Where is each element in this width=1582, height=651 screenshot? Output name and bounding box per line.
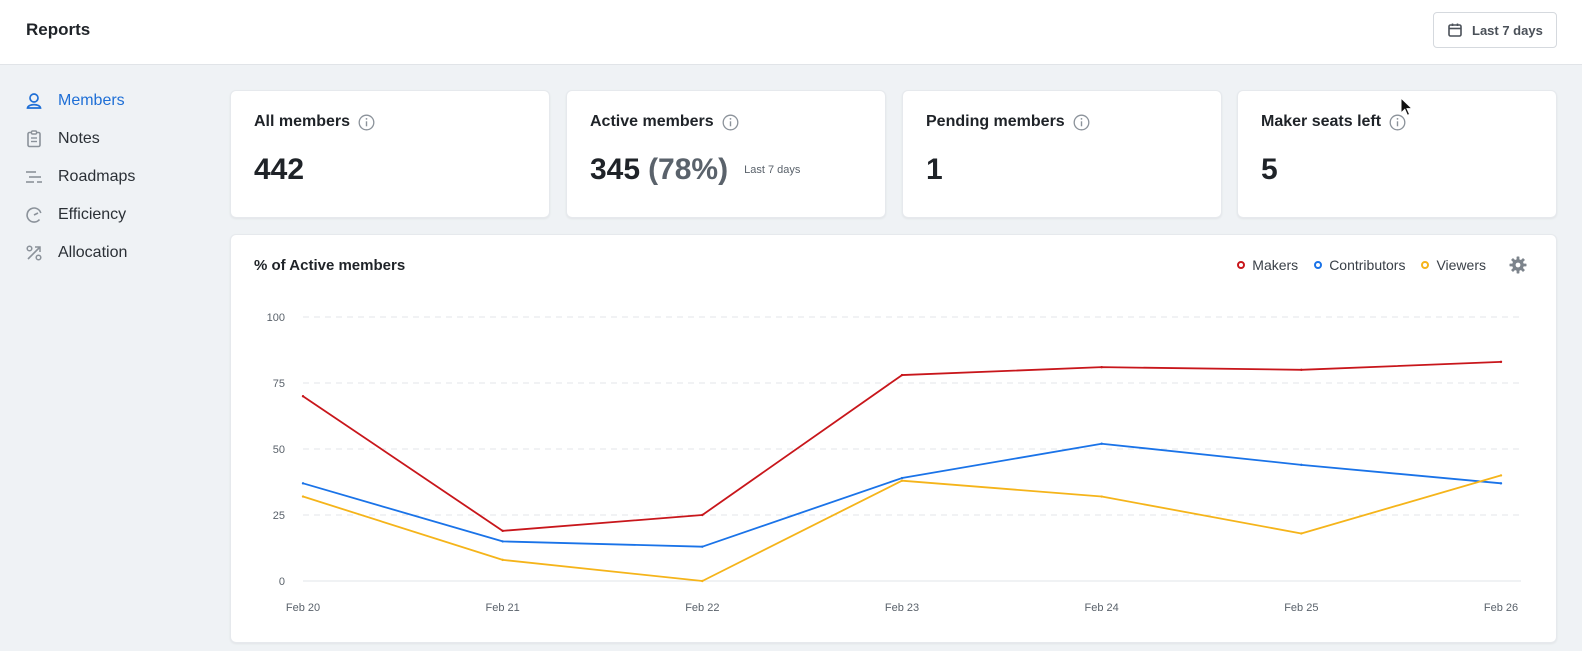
legend-item-contributors[interactable]: Contributors xyxy=(1314,257,1405,273)
sidebar-item-label: Efficiency xyxy=(58,206,127,223)
sidebar-item-roadmaps[interactable]: Roadmaps xyxy=(24,164,214,190)
legend-swatch xyxy=(1314,261,1323,269)
calendar-icon xyxy=(1447,22,1463,38)
stat-value: 442 xyxy=(254,153,305,186)
y-tick-label: 50 xyxy=(273,444,285,456)
top-bar: Reports Last 7 days xyxy=(0,0,1582,65)
data-point xyxy=(1100,365,1103,369)
data-point xyxy=(900,373,904,377)
allocation-icon xyxy=(24,243,44,263)
x-tick-label: Feb 21 xyxy=(486,602,520,614)
data-point xyxy=(301,395,305,398)
legend-item-viewers[interactable]: Viewers xyxy=(1421,257,1486,273)
sidebar-item-label: Allocation xyxy=(58,244,128,261)
x-tick-label: Feb 20 xyxy=(286,602,320,614)
x-tick-label: Feb 26 xyxy=(1484,602,1518,614)
sidebar-item-efficiency[interactable]: Efficiency xyxy=(24,202,214,228)
stat-period: Last 7 days xyxy=(744,164,801,176)
data-point xyxy=(1100,495,1103,498)
y-tick-label: 75 xyxy=(273,378,285,390)
x-tick-label: Feb 25 xyxy=(1284,602,1318,614)
sidebar-item-members[interactable]: Members xyxy=(24,88,214,114)
legend-swatch xyxy=(1421,261,1430,269)
data-point xyxy=(1499,474,1503,477)
chart-legend: Makers Contributors Viewers xyxy=(1221,257,1486,273)
y-tick-label: 100 xyxy=(267,312,285,324)
notes-icon xyxy=(24,129,44,149)
sidebar-item-notes[interactable]: Notes xyxy=(24,126,214,152)
data-point xyxy=(900,476,904,480)
roadmaps-icon xyxy=(24,167,44,187)
info-icon[interactable] xyxy=(1073,114,1090,131)
card-title: Pending members xyxy=(926,113,1065,130)
stat-percent: (78%) xyxy=(648,153,729,186)
data-point xyxy=(1499,482,1503,485)
card-title: Active members xyxy=(590,113,714,130)
sidebar-item-label: Roadmaps xyxy=(58,168,136,185)
data-point xyxy=(1100,442,1103,445)
legend-swatch xyxy=(1237,261,1246,269)
stat-value: 1 xyxy=(926,153,943,186)
y-tick-label: 0 xyxy=(279,576,285,588)
info-icon[interactable] xyxy=(1389,114,1406,131)
card-title: Maker seats left xyxy=(1261,113,1382,130)
data-point xyxy=(1300,368,1303,371)
x-tick-label: Feb 24 xyxy=(1085,602,1119,614)
efficiency-icon xyxy=(24,205,44,225)
pending-members-card: Pending members 1 xyxy=(902,90,1222,218)
data-point xyxy=(701,579,704,583)
data-point xyxy=(1300,463,1303,467)
gear-icon[interactable] xyxy=(1508,255,1528,275)
data-point xyxy=(301,495,305,498)
data-point xyxy=(501,558,504,562)
data-point xyxy=(701,513,704,517)
legend-label: Viewers xyxy=(1436,257,1486,273)
data-point xyxy=(301,482,305,485)
info-icon[interactable] xyxy=(722,114,739,131)
line-chart: 0 25 50 75 100 Feb 20 Feb 21 Feb 22 Feb 23 Feb 24… xyxy=(267,312,1521,614)
series-line-contributors xyxy=(302,442,1502,548)
info-icon[interactable] xyxy=(358,114,375,131)
sidebar-item-label: Notes xyxy=(58,130,100,147)
data-point xyxy=(501,540,504,543)
series-line-makers xyxy=(302,360,1502,532)
sidebar: Members Notes Roadmaps Efficiency Alloca… xyxy=(0,66,230,651)
page-title: Reports xyxy=(26,20,91,39)
mouse-cursor-icon xyxy=(1400,97,1414,116)
data-point xyxy=(1499,360,1503,364)
members-icon xyxy=(24,91,44,111)
y-tick-label: 25 xyxy=(273,510,285,522)
data-point xyxy=(501,529,504,533)
card-title: All members xyxy=(254,113,351,130)
stat-value: 5 xyxy=(1261,153,1278,186)
sidebar-item-label: Members xyxy=(58,92,125,109)
data-point xyxy=(1300,532,1303,535)
series-line-viewers xyxy=(302,474,1502,582)
active-members-card: Active members 345 (78%) Last 7 days xyxy=(566,90,886,218)
stat-value: 345 xyxy=(590,153,641,186)
legend-label: Makers xyxy=(1252,257,1299,273)
active-members-chart-card: 0 25 50 75 100 Feb 20 Feb 21 Feb 22 Feb 23 Feb 24… xyxy=(230,234,1557,643)
date-range-button[interactable]: Last 7 days xyxy=(1433,12,1557,48)
data-point xyxy=(701,545,704,548)
date-range-label: Last 7 days xyxy=(1472,22,1543,38)
maker-seats-card: Maker seats left 5 xyxy=(1237,90,1557,218)
x-tick-label: Feb 23 xyxy=(885,602,919,614)
legend-item-makers[interactable]: Makers xyxy=(1237,257,1298,273)
data-point xyxy=(900,479,904,482)
legend-label: Contributors xyxy=(1329,257,1406,273)
sidebar-item-allocation[interactable]: Allocation xyxy=(24,240,214,266)
x-tick-label: Feb 22 xyxy=(685,602,719,614)
all-members-card: All members 442 xyxy=(230,90,550,218)
chart-title: % of Active members xyxy=(254,257,406,274)
